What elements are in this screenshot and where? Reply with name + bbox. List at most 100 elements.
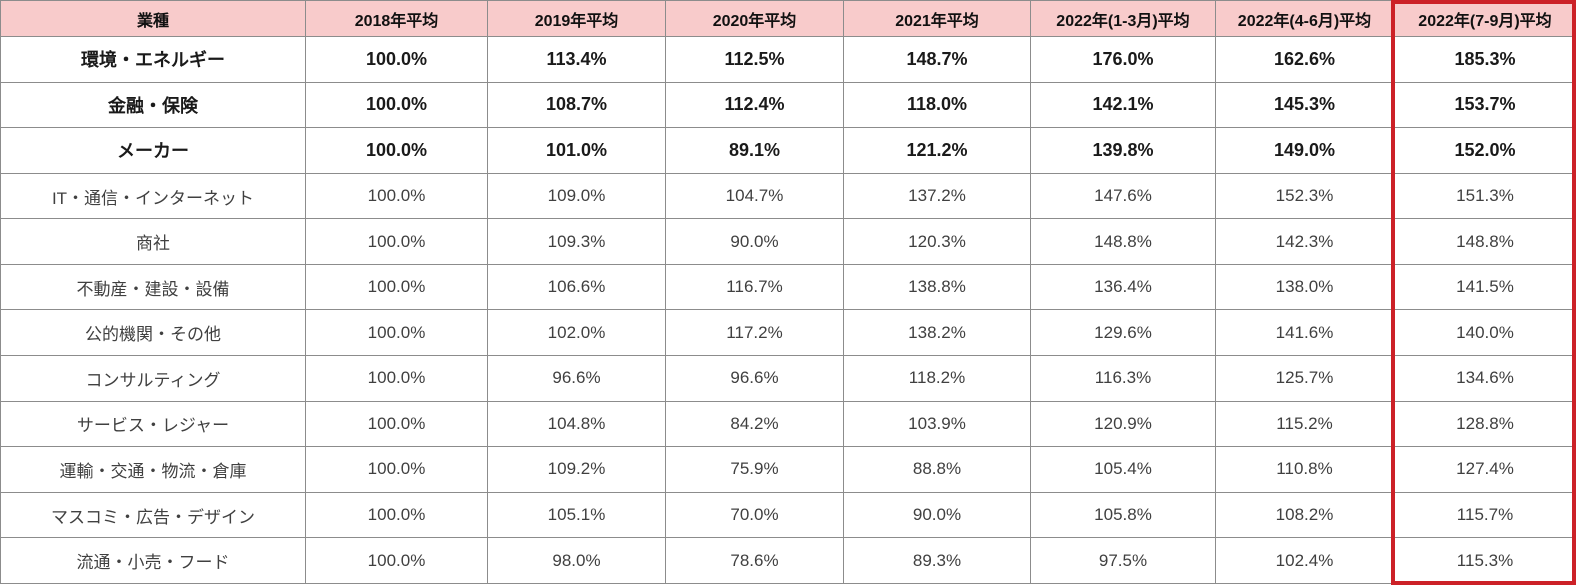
value-cell: 138.2% (843, 309, 1031, 357)
table-row: 公的機関・その他 100.0% 102.0% 117.2% 138.2% 129.6% 14… (0, 309, 1576, 357)
table-row: 運輸・交通・物流・倉庫 100.0% 109.2% 75.9% 88.8% 105.4% 1… (0, 446, 1576, 493)
industry-label: コンサルティング (0, 355, 306, 402)
value-cell: 104.7% (665, 172, 844, 220)
value-cell: 136.4% (1030, 263, 1216, 311)
value-cell: 113.4% (487, 36, 666, 83)
value-cell: 105.4% (1030, 446, 1216, 493)
value-cell: 97.5% (1030, 537, 1216, 584)
value-cell: 115.2% (1215, 400, 1394, 448)
value-cell: 116.3% (1030, 355, 1216, 402)
value-cell: 100.0% (305, 263, 488, 311)
column-header-2019-avg: 2019年平均 (487, 0, 666, 37)
value-cell: 102.0% (487, 309, 666, 357)
table-row: 商社 100.0% 109.3% 90.0% 120.3% 148.8% 142.3% 148… (0, 218, 1576, 265)
value-cell: 89.3% (843, 537, 1031, 584)
table-header-row: 業種 2018年平均 2019年平均 2020年平均 2021年平均 2022年… (0, 0, 1576, 37)
value-cell: 96.6% (487, 355, 666, 402)
value-cell: 125.7% (1215, 355, 1394, 402)
value-cell: 100.0% (305, 127, 488, 174)
column-header-2022-q1-avg: 2022年(1-3月)平均 (1030, 0, 1216, 37)
column-header-industry: 業種 (0, 0, 306, 37)
value-cell: 127.4% (1393, 446, 1576, 493)
value-cell: 110.8% (1215, 446, 1394, 493)
table-body: 環境・エネルギー 100.0% 113.4% 112.5% 148.7% 176.0% 16… (0, 36, 1576, 584)
value-cell: 90.0% (665, 218, 844, 265)
table-row: マスコミ・広告・デザイン 100.0% 105.1% 70.0% 90.0% 105.8%… (0, 491, 1576, 539)
value-cell: 78.6% (665, 537, 844, 584)
value-cell: 101.0% (487, 127, 666, 174)
column-header-2018-avg: 2018年平均 (305, 0, 488, 37)
column-header-2020-avg: 2020年平均 (665, 0, 844, 37)
value-cell: 98.0% (487, 537, 666, 584)
value-cell: 100.0% (305, 446, 488, 493)
value-cell: 84.2% (665, 400, 844, 448)
value-cell: 109.0% (487, 172, 666, 220)
value-cell: 120.9% (1030, 400, 1216, 448)
value-cell: 108.7% (487, 81, 666, 129)
value-cell: 100.0% (305, 36, 488, 83)
column-header-2021-avg: 2021年平均 (843, 0, 1031, 37)
value-cell: 142.1% (1030, 81, 1216, 129)
industry-label: サービス・レジャー (0, 400, 306, 448)
value-cell: 142.3% (1215, 218, 1394, 265)
value-cell: 121.2% (843, 127, 1031, 174)
value-cell: 137.2% (843, 172, 1031, 220)
value-cell: 109.3% (487, 218, 666, 265)
value-cell: 139.8% (1030, 127, 1216, 174)
industry-label: 商社 (0, 218, 306, 265)
value-cell: 141.6% (1215, 309, 1394, 357)
value-cell: 151.3% (1393, 172, 1576, 220)
value-cell: 108.2% (1215, 491, 1394, 539)
value-cell: 100.0% (305, 355, 488, 402)
table-row: サービス・レジャー 100.0% 104.8% 84.2% 103.9% 120.9% 11… (0, 400, 1576, 448)
value-cell: 152.0% (1393, 127, 1576, 174)
value-cell: 148.7% (843, 36, 1031, 83)
value-cell: 116.7% (665, 263, 844, 311)
value-cell: 145.3% (1215, 81, 1394, 129)
industry-label: IT・通信・インターネット (0, 172, 306, 220)
value-cell: 118.0% (843, 81, 1031, 129)
value-cell: 134.6% (1393, 355, 1576, 402)
table-row: メーカー 100.0% 101.0% 89.1% 121.2% 139.8% 149.0% 1… (0, 127, 1576, 174)
value-cell: 100.0% (305, 400, 488, 448)
value-cell: 138.0% (1215, 263, 1394, 311)
value-cell: 70.0% (665, 491, 844, 539)
value-cell: 118.2% (843, 355, 1031, 402)
value-cell: 153.7% (1393, 81, 1576, 129)
value-cell: 148.8% (1393, 218, 1576, 265)
value-cell: 117.2% (665, 309, 844, 357)
industry-label: 公的機関・その他 (0, 309, 306, 357)
value-cell: 100.0% (305, 491, 488, 539)
table-row: 金融・保険 100.0% 108.7% 112.4% 118.0% 142.1% 145.3… (0, 81, 1576, 129)
value-cell: 100.0% (305, 172, 488, 220)
value-cell: 100.0% (305, 81, 488, 129)
industry-label: 流通・小売・フード (0, 537, 306, 584)
table-row: 流通・小売・フード 100.0% 98.0% 78.6% 89.3% 97.5% 102.4… (0, 537, 1576, 584)
value-cell: 115.7% (1393, 491, 1576, 539)
value-cell: 90.0% (843, 491, 1031, 539)
industry-label: メーカー (0, 127, 306, 174)
value-cell: 176.0% (1030, 36, 1216, 83)
column-header-2022-q2-avg: 2022年(4-6月)平均 (1215, 0, 1394, 37)
value-cell: 140.0% (1393, 309, 1576, 357)
value-cell: 149.0% (1215, 127, 1394, 174)
value-cell: 152.3% (1215, 172, 1394, 220)
value-cell: 100.0% (305, 537, 488, 584)
value-cell: 185.3% (1393, 36, 1576, 83)
value-cell: 120.3% (843, 218, 1031, 265)
value-cell: 102.4% (1215, 537, 1394, 584)
column-header-2022-q3-avg: 2022年(7-9月)平均 (1393, 0, 1576, 37)
value-cell: 112.4% (665, 81, 844, 129)
table-row: IT・通信・インターネット 100.0% 109.0% 104.7% 137.2% 147… (0, 172, 1576, 220)
value-cell: 89.1% (665, 127, 844, 174)
industry-label: マスコミ・広告・デザイン (0, 491, 306, 539)
value-cell: 141.5% (1393, 263, 1576, 311)
table-row: 環境・エネルギー 100.0% 113.4% 112.5% 148.7% 176.0% 16… (0, 36, 1576, 83)
value-cell: 112.5% (665, 36, 844, 83)
value-cell: 162.6% (1215, 36, 1394, 83)
value-cell: 138.8% (843, 263, 1031, 311)
industry-label: 不動産・建設・設備 (0, 263, 306, 311)
value-cell: 88.8% (843, 446, 1031, 493)
